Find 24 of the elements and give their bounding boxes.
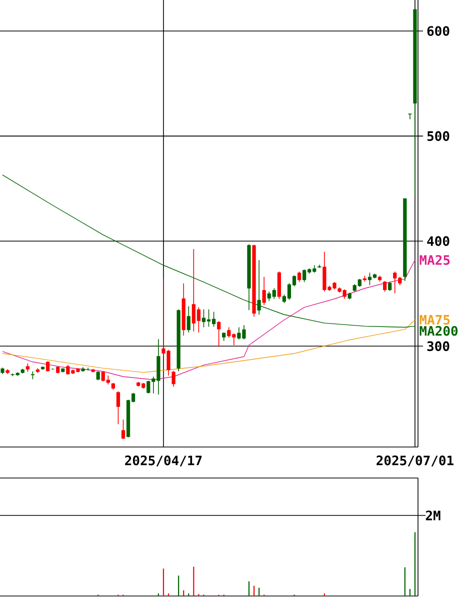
candlestick [216, 320, 221, 348]
candlestick [382, 280, 387, 292]
candlestick [186, 306, 190, 333]
y-tick-label: 300 [427, 341, 450, 352]
line-series [2, 174, 416, 328]
candlestick [46, 360, 50, 372]
candlestick [172, 370, 176, 388]
line-series [2, 320, 416, 373]
x-tick-label: 2025/07/01 [376, 456, 454, 466]
series-label: MA25 [420, 255, 450, 265]
candlestick [318, 264, 322, 268]
candlestick [257, 260, 261, 316]
text: 2M [426, 510, 440, 520]
series-label: MA75 [420, 315, 450, 325]
series-label: MA200 [420, 326, 458, 336]
candlestick [121, 419, 126, 440]
candlestick [297, 271, 302, 282]
y-tick-label: 600 [427, 26, 450, 36]
y-tick-label: 400 [427, 236, 450, 246]
y-tick-label: 500 [427, 131, 450, 141]
candlestick [116, 390, 120, 425]
candlestick [408, 114, 412, 120]
x-tick-label: 2025/04/17 [125, 456, 202, 466]
candlestick [262, 276, 266, 306]
